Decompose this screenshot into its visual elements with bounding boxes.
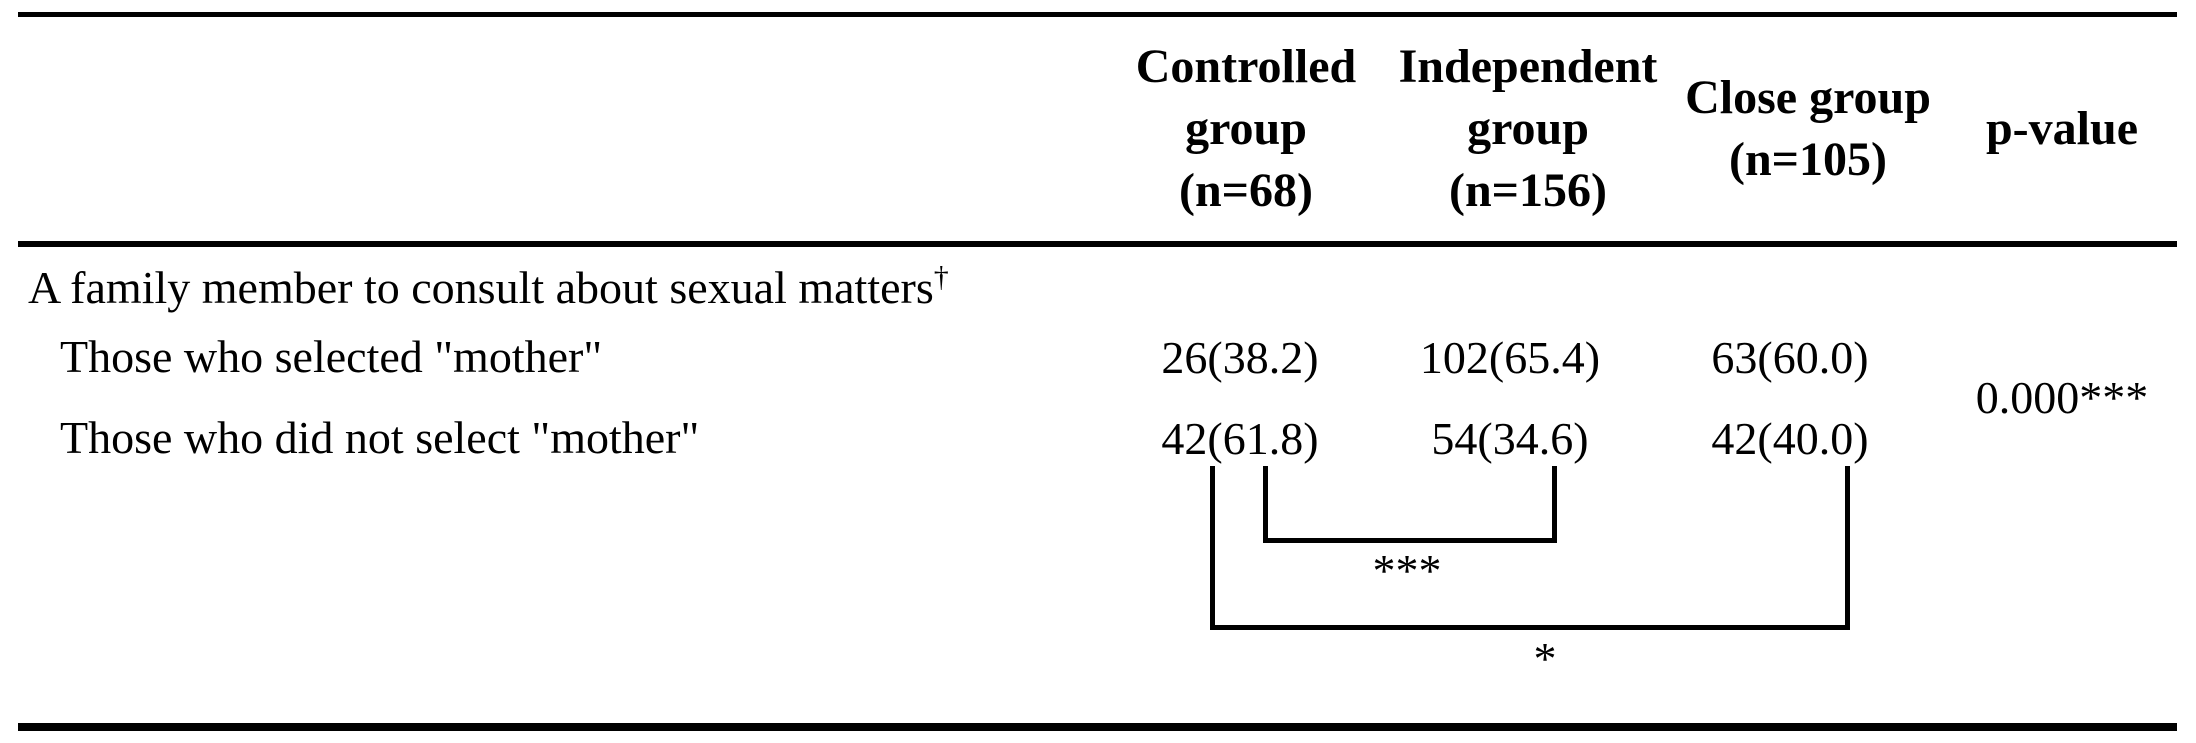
cell-p-value: 0.000***: [1975, 371, 2149, 423]
cell-controlled-not-selected: 42(61.8): [1161, 412, 1319, 464]
column-header-text: p-value: [1986, 98, 2138, 160]
section-header-row: A family member to consult about sexual …: [28, 260, 949, 316]
significance-label-one-star: *: [1533, 633, 1557, 684]
header-line: (n=68): [1178, 164, 1313, 217]
header-line: p-value: [1985, 102, 2138, 155]
column-header-text: Controlled group (n=68): [1136, 36, 1356, 222]
row-label-not-selected-mother: Those who did not select "mother": [60, 412, 700, 463]
cell-independent-selected: 102(65.4): [1419, 331, 1601, 383]
header-line: group: [1185, 102, 1307, 155]
table-header-rule: [18, 241, 2177, 247]
table-bottom-rule: [18, 723, 2177, 731]
cell-close-not-selected: 42(40.0): [1711, 412, 1869, 464]
cell-controlled-selected: 26(38.2): [1161, 331, 1319, 383]
column-header-p-value: p-value: [1912, 17, 2196, 241]
dagger-footnote-marker: †: [933, 260, 949, 294]
header-line: group: [1467, 102, 1589, 155]
header-line: Controlled: [1135, 40, 1357, 93]
row-label-selected-mother: Those who selected "mother": [60, 331, 603, 382]
column-header-text: Independent group (n=156): [1399, 36, 1658, 222]
section-title: A family member to consult about sexual …: [28, 262, 934, 313]
column-header-independent-group: Independent group (n=156): [1348, 17, 1708, 241]
header-line: Close group: [1685, 71, 1931, 124]
column-header-close-group: Close group (n=105): [1628, 17, 1988, 241]
significance-label-three-stars: ***: [1372, 545, 1442, 596]
header-line: Independent: [1398, 40, 1658, 93]
significance-bracket-controlled-vs-independent: [1263, 466, 1557, 543]
column-header-controlled-group: Controlled group (n=68): [1076, 17, 1416, 241]
table-top-rule: [18, 12, 2177, 17]
header-line: (n=156): [1448, 164, 1607, 217]
significance-bracket-controlled-vs-close: [1210, 466, 1850, 630]
column-header-text: Close group (n=105): [1685, 67, 1931, 191]
cell-independent-not-selected: 54(34.6): [1431, 412, 1589, 464]
cell-close-selected: 63(60.0): [1711, 331, 1869, 383]
header-line: (n=105): [1728, 133, 1887, 186]
